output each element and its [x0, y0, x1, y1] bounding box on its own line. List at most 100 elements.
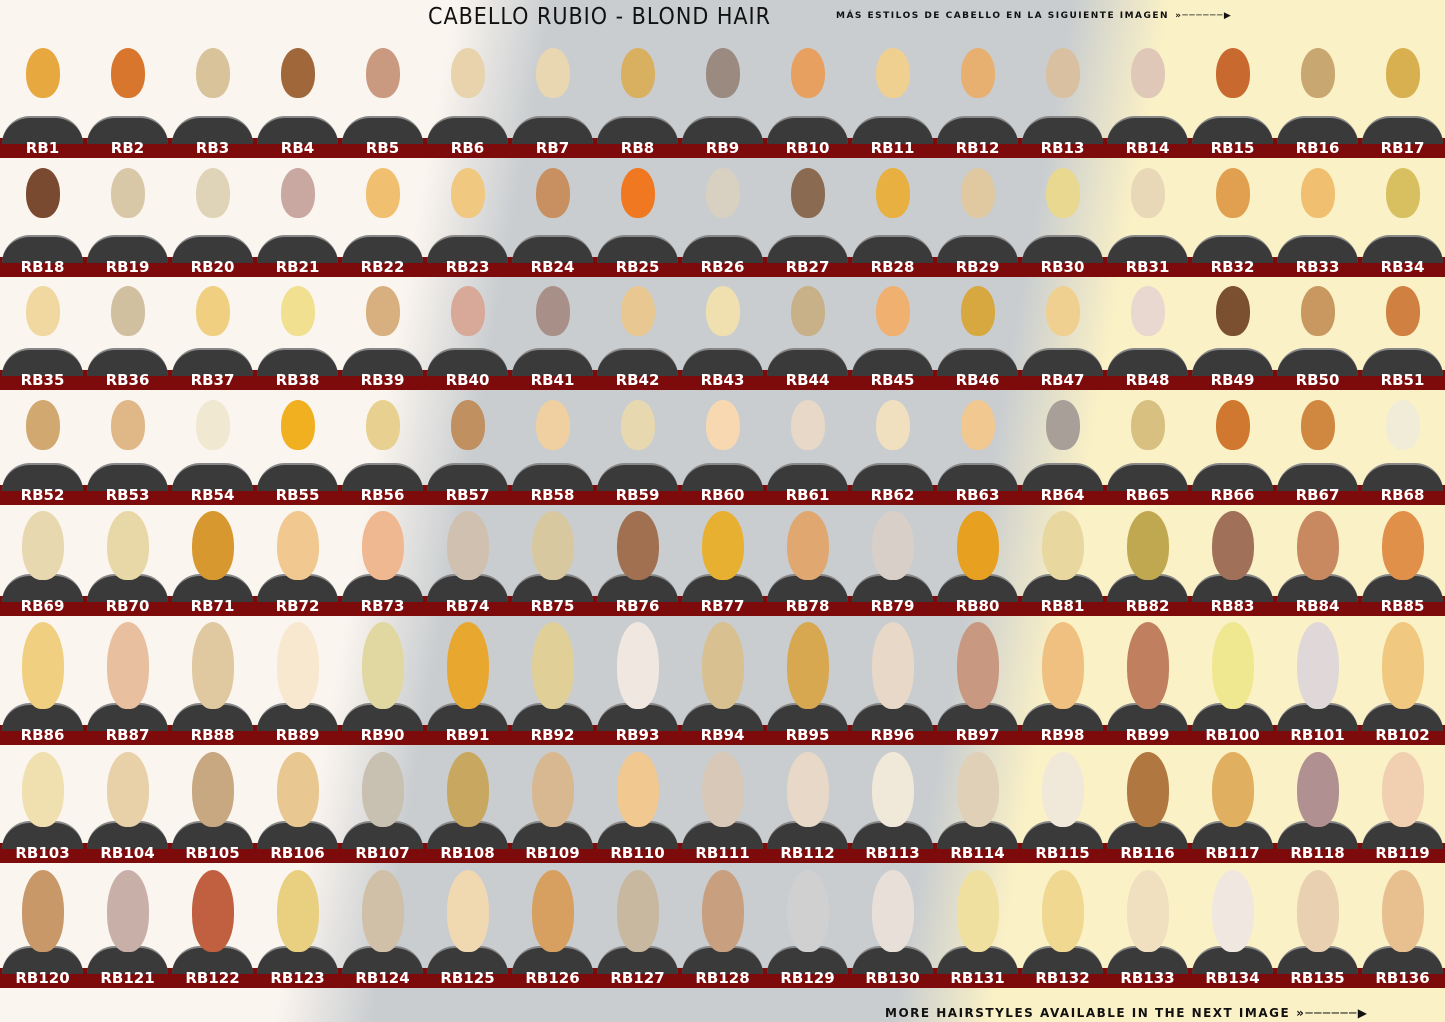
hairstyle-item: RB20 [170, 160, 255, 277]
hair-illustration [1386, 400, 1420, 450]
hairstyle-code: RB128 [695, 969, 750, 987]
hair-illustration [277, 511, 319, 580]
shoulders [597, 235, 678, 263]
hair-illustration [281, 168, 315, 218]
hairstyle-item: RB55 [255, 392, 340, 505]
hairstyle-item: RB97 [935, 618, 1020, 745]
hairstyle-item: RB122 [170, 866, 255, 988]
hairstyle-code: RB81 [1040, 597, 1085, 615]
shoulders [682, 348, 763, 376]
hairstyle-code: RB32 [1210, 258, 1255, 276]
hairstyle-item: RB78 [765, 507, 850, 616]
hairstyle-item: RB36 [85, 278, 170, 390]
hair-illustration [532, 622, 574, 709]
hair-illustration [107, 752, 149, 827]
hairstyle-item: RB133 [1105, 866, 1190, 988]
hairstyle-code: RB48 [1125, 371, 1170, 389]
hairstyle-code: RB111 [695, 844, 750, 862]
bottom-note: MORE HAIRSTYLES AVAILABLE IN THE NEXT IM… [885, 1006, 1369, 1020]
hairstyle-code: RB98 [1040, 726, 1085, 744]
hairstyle-item: RB86 [0, 618, 85, 745]
hairstyle-code: RB93 [615, 726, 660, 744]
hair-illustration [1046, 400, 1080, 450]
hair-illustration [1042, 752, 1084, 827]
hair-illustration [621, 48, 655, 98]
hairstyle-item: RB61 [765, 392, 850, 505]
hair-illustration [451, 286, 485, 336]
hair-illustration [872, 511, 914, 580]
hairstyle-item: RB130 [850, 866, 935, 988]
hairstyle-item: RB26 [680, 160, 765, 277]
hair-illustration [702, 511, 744, 580]
shoulders [427, 348, 508, 376]
hairstyle-item: RB2 [85, 40, 170, 158]
hairstyle-code: RB114 [950, 844, 1005, 862]
shoulders [937, 348, 1018, 376]
hairstyle-item: RB77 [680, 507, 765, 616]
hairstyle-item: RB24 [510, 160, 595, 277]
hair-illustration [362, 752, 404, 827]
hairstyle-item: RB12 [935, 40, 1020, 158]
hairstyle-code: RB90 [360, 726, 405, 744]
hair-illustration [362, 870, 404, 952]
shoulders [767, 116, 848, 144]
shoulders [1107, 235, 1188, 263]
shoulders [172, 348, 253, 376]
hairstyle-code: RB10 [785, 139, 830, 157]
hairstyle-item: RB102 [1360, 618, 1445, 745]
hairstyle-item: RB15 [1190, 40, 1275, 158]
hairstyle-item: RB5 [340, 40, 425, 158]
hairstyle-code: RB20 [190, 258, 235, 276]
hairstyle-code: RB95 [785, 726, 830, 744]
hairstyle-code: RB97 [955, 726, 1000, 744]
hair-illustration [961, 168, 995, 218]
hairstyle-item: RB131 [935, 866, 1020, 988]
hairstyle-item: RB34 [1360, 160, 1445, 277]
hair-illustration [1046, 48, 1080, 98]
hairstyle-code: RB24 [530, 258, 575, 276]
hair-illustration [532, 752, 574, 827]
shoulders [342, 116, 423, 144]
hair-illustration [1297, 511, 1339, 580]
hairstyle-item: RB115 [1020, 748, 1105, 863]
hair-illustration [1301, 400, 1335, 450]
hair-illustration [1216, 286, 1250, 336]
hairstyle-item: RB117 [1190, 748, 1275, 863]
shoulders [342, 463, 423, 491]
shoulders [937, 463, 1018, 491]
hair-illustration [1131, 286, 1165, 336]
hair-illustration [277, 622, 319, 709]
hairstyle-code: RB120 [15, 969, 70, 987]
hairstyle-item: RB39 [340, 278, 425, 390]
hairstyle-item: RB113 [850, 748, 935, 863]
hairstyle-code: RB119 [1375, 844, 1430, 862]
hairstyle-item: RB116 [1105, 748, 1190, 863]
hairstyle-row: RB86 RB87 RB88 RB89 RB90 RB91 RB92 RB93 RB94 RB95… [0, 618, 1445, 745]
hair-illustration [22, 511, 64, 580]
shoulders [1362, 235, 1443, 263]
shoulders [1362, 463, 1443, 491]
hair-illustration [702, 622, 744, 709]
hairstyle-item: RB125 [425, 866, 510, 988]
hairstyle-code: RB42 [615, 371, 660, 389]
hair-illustration [706, 400, 740, 450]
hair-illustration [1382, 511, 1424, 580]
hairstyle-item: RB53 [85, 392, 170, 505]
hair-illustration [957, 622, 999, 709]
hair-illustration [1127, 622, 1169, 709]
hair-illustration [702, 752, 744, 827]
hairstyle-code: RB135 [1290, 969, 1345, 987]
hair-illustration [621, 400, 655, 450]
hairstyle-item: RB68 [1360, 392, 1445, 505]
hairstyle-row: RB120 RB121 RB122 RB123 RB124 RB125 RB126 RB127… [0, 866, 1445, 988]
hair-illustration [22, 752, 64, 827]
hair-illustration [1216, 168, 1250, 218]
hairstyle-code: RB11 [870, 139, 915, 157]
hairstyle-item: RB28 [850, 160, 935, 277]
hair-illustration [107, 511, 149, 580]
hair-illustration [787, 622, 829, 709]
hairstyle-code: RB50 [1295, 371, 1340, 389]
hair-illustration [1042, 622, 1084, 709]
hairstyle-item: RB118 [1275, 748, 1360, 863]
shoulders [427, 235, 508, 263]
